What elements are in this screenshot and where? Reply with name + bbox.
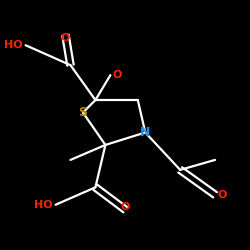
Text: O: O	[218, 190, 227, 200]
Text: O: O	[121, 202, 130, 212]
Text: S: S	[78, 106, 88, 119]
Text: O: O	[113, 70, 122, 80]
Text: O: O	[61, 33, 70, 43]
Text: HO: HO	[34, 200, 53, 210]
Text: N: N	[140, 126, 150, 139]
Text: HO: HO	[4, 40, 23, 50]
